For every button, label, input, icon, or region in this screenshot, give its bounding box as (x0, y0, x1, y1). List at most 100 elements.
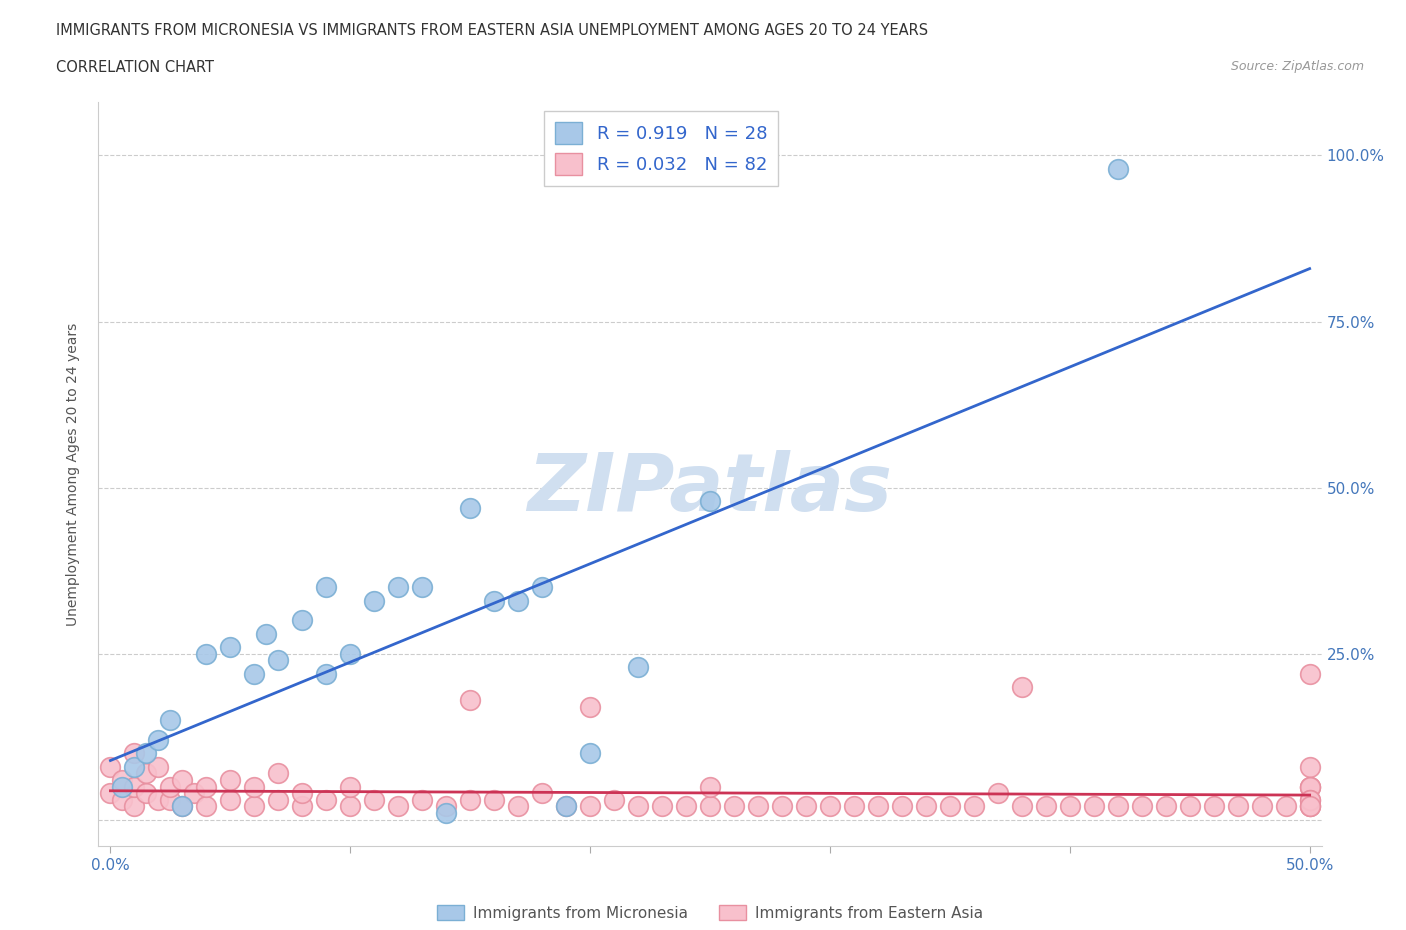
Point (1178, 799, 1201, 814)
Point (124, 746, 146, 761)
Point (135, 746, 157, 761)
Point (1298, 779, 1320, 794)
Point (555, 799, 578, 814)
Point (770, 799, 793, 814)
Point (243, 799, 266, 814)
Point (1298, 799, 1320, 814)
Point (699, 799, 721, 814)
Point (939, 799, 962, 814)
Point (315, 792, 337, 807)
Point (148, 733, 170, 748)
Point (508, 799, 530, 814)
Point (135, 765, 157, 780)
Point (818, 799, 841, 814)
Point (579, 799, 602, 814)
Point (1250, 799, 1272, 814)
Point (651, 799, 673, 814)
Point (219, 640, 242, 655)
Point (579, 699, 602, 714)
Point (1011, 799, 1033, 814)
Point (267, 765, 290, 780)
Point (135, 786, 157, 801)
Point (1059, 799, 1081, 814)
Point (508, 593, 530, 608)
Point (699, 779, 721, 794)
Point (267, 653, 290, 668)
Point (987, 786, 1010, 801)
Point (111, 779, 134, 794)
Point (579, 746, 602, 761)
Point (195, 779, 218, 794)
Point (267, 792, 290, 807)
Point (291, 613, 314, 628)
Point (172, 799, 194, 814)
Point (291, 799, 314, 814)
Point (1298, 792, 1320, 807)
Point (124, 799, 146, 814)
Point (243, 779, 266, 794)
Text: ZIPatlas: ZIPatlas (527, 450, 893, 528)
Point (723, 799, 745, 814)
Point (482, 593, 505, 608)
Point (866, 799, 889, 814)
Text: IMMIGRANTS FROM MICRONESIA VS IMMIGRANTS FROM EASTERN ASIA UNEMPLOYMENT AMONG AG: IMMIGRANTS FROM MICRONESIA VS IMMIGRANTS… (56, 23, 928, 38)
Point (1298, 666, 1320, 681)
Point (794, 799, 817, 814)
Point (100, 786, 122, 801)
Point (555, 799, 578, 814)
Legend: Immigrants from Micronesia, Immigrants from Eastern Asia: Immigrants from Micronesia, Immigrants f… (430, 898, 990, 927)
Point (675, 799, 697, 814)
Point (458, 500, 481, 515)
Point (254, 626, 277, 641)
Point (172, 773, 194, 788)
Point (1298, 759, 1320, 774)
Point (159, 712, 181, 727)
Point (159, 779, 181, 794)
Text: CORRELATION CHART: CORRELATION CHART (56, 60, 214, 75)
Point (148, 759, 170, 774)
Point (434, 805, 457, 820)
Point (699, 494, 721, 509)
Point (148, 792, 170, 807)
Point (363, 593, 385, 608)
Point (315, 579, 337, 594)
Point (1011, 680, 1033, 695)
Point (195, 646, 218, 661)
Point (100, 759, 122, 774)
Point (627, 799, 650, 814)
Point (434, 799, 457, 814)
Point (482, 792, 505, 807)
Point (195, 799, 218, 814)
Point (531, 786, 554, 801)
Point (1202, 799, 1225, 814)
Point (1154, 799, 1177, 814)
Point (219, 773, 242, 788)
Point (387, 579, 409, 594)
Point (1130, 799, 1153, 814)
Point (183, 786, 205, 801)
Point (458, 693, 481, 708)
Point (363, 792, 385, 807)
Point (963, 799, 986, 814)
Point (890, 799, 912, 814)
Y-axis label: Unemployment Among Ages 20 to 24 years: Unemployment Among Ages 20 to 24 years (66, 323, 80, 626)
Point (1298, 779, 1320, 794)
Point (315, 666, 337, 681)
Point (111, 792, 134, 807)
Point (111, 773, 134, 788)
Point (243, 666, 266, 681)
Point (458, 792, 481, 807)
Point (1298, 799, 1320, 814)
Point (1298, 792, 1320, 807)
Point (915, 799, 938, 814)
Point (1083, 799, 1105, 814)
Point (172, 799, 194, 814)
Point (124, 759, 146, 774)
Point (1298, 779, 1320, 794)
Point (627, 659, 650, 674)
Point (531, 579, 554, 594)
Point (747, 799, 769, 814)
Text: Source: ZipAtlas.com: Source: ZipAtlas.com (1230, 60, 1364, 73)
Point (339, 799, 361, 814)
Point (411, 579, 433, 594)
